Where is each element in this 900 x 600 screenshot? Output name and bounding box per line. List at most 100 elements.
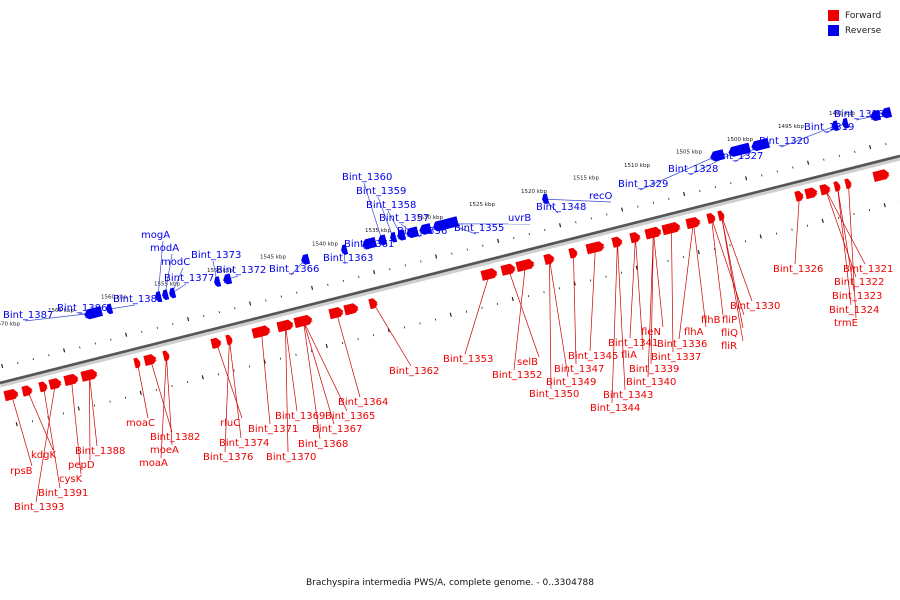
forward-gene-arrow xyxy=(804,187,818,200)
label-leader-line xyxy=(11,394,33,467)
gene-label: Bint_1362 xyxy=(389,366,439,377)
forward-gene-arrow xyxy=(500,263,516,276)
reverse-gene-arrow xyxy=(378,234,388,246)
scale-label: 1550 kbp xyxy=(207,268,233,274)
scale-tick xyxy=(249,301,252,306)
reverse-gene-arrow xyxy=(542,193,550,205)
reverse-gene-arrow xyxy=(436,216,459,231)
scale-tick xyxy=(683,191,686,197)
scale-label: 1490 kbp xyxy=(829,111,855,117)
scale-label: 1540 kbp xyxy=(312,242,338,248)
label-leader-line xyxy=(650,232,654,365)
label-leader-line xyxy=(164,253,173,296)
label-leader-line xyxy=(711,217,724,316)
gene-label: Bint_1358 xyxy=(366,200,416,211)
gene-label: uvrB xyxy=(508,213,531,224)
gene-label: Bint_1350 xyxy=(529,389,579,400)
gene-label: Bint_1356 xyxy=(397,226,447,237)
gene-label: fliR xyxy=(721,341,737,352)
scale-tick xyxy=(201,375,204,380)
reverse-gene-arrow xyxy=(751,137,770,151)
label-leader-line xyxy=(780,125,836,148)
reverse-gene-arrow xyxy=(842,117,850,129)
scale-tick xyxy=(139,390,142,395)
scale-tick xyxy=(497,238,500,243)
scale-tick xyxy=(387,328,390,333)
scale-ticks xyxy=(1,143,900,427)
gene-label: recO xyxy=(589,191,613,202)
label-leader-line xyxy=(216,342,243,419)
gene-label: Bint_1388 xyxy=(75,446,125,457)
gene-label: moeA xyxy=(150,445,179,456)
gene-label: Bint_1357 xyxy=(379,213,429,224)
gene-arrows xyxy=(3,107,893,402)
gene-label: Bint_1393 xyxy=(14,502,64,513)
reverse-gene-arrow xyxy=(84,306,103,320)
gene-label: Bint_1340 xyxy=(626,377,676,388)
label-leader-line xyxy=(837,186,855,292)
forward-gene-arrow xyxy=(133,357,141,369)
label-leader-line xyxy=(653,232,664,328)
gene-label: Bint_1377 xyxy=(164,273,214,284)
gene-label: Bint_1370 xyxy=(266,452,316,463)
gene-label: Bint_1366 xyxy=(269,264,319,275)
scale-label: 1570 kbp xyxy=(0,322,20,328)
gene-label: Bint_1323 xyxy=(832,291,882,302)
gene-label: selB xyxy=(517,357,538,368)
gene-label: Bint_1345 xyxy=(568,351,618,362)
gene-label: Bint_1320 xyxy=(759,136,809,147)
reverse-gene-arrow xyxy=(419,223,433,235)
label-leader-line xyxy=(27,390,54,451)
reverse-gene-arrow xyxy=(301,253,311,265)
label-leader-line xyxy=(721,215,753,302)
gene-label: Bint_1339 xyxy=(629,364,679,375)
forward-gene-arrow xyxy=(629,232,641,244)
scale-label: 1535 kbp xyxy=(365,228,391,234)
forward-gene-arrow xyxy=(706,212,716,224)
reverse-gene-arrow xyxy=(169,287,177,299)
scale-label: 1520 kbp xyxy=(521,189,547,195)
label-leader-line xyxy=(363,182,383,241)
gene-labels: Bint_1387Bint_1386Bint_1381mogAmodAmodCB… xyxy=(3,109,893,513)
gene-label: Bint_1374 xyxy=(219,438,269,449)
gene-label: flhA xyxy=(684,327,704,338)
label-leader-line xyxy=(794,195,800,265)
forward-gene-arrow xyxy=(80,369,98,382)
forward-gene-arrow xyxy=(21,385,33,397)
gene-label: Bint_1372 xyxy=(216,265,266,276)
label-leader-line xyxy=(43,386,61,489)
label-leader-line xyxy=(721,215,744,342)
label-leader-line xyxy=(549,258,569,378)
scale-tick xyxy=(621,207,624,212)
label-leader-line xyxy=(336,312,361,398)
label-leader-line xyxy=(549,258,552,390)
label-leader-line xyxy=(166,355,173,446)
gene-label: Bint_1373 xyxy=(191,250,241,261)
reverse-gene-arrow xyxy=(162,289,170,300)
gene-label: Bint_1368 xyxy=(298,439,348,450)
label-leader-line xyxy=(24,312,94,322)
forward-gene-arrow xyxy=(611,236,623,248)
gene-label: pepD xyxy=(68,460,95,471)
reverse-swatch xyxy=(828,25,839,36)
gene-label: Bint_1341 xyxy=(608,338,658,349)
scale-tick xyxy=(807,160,810,165)
forward-swatch xyxy=(828,10,839,21)
gene-label: Bint_1363 xyxy=(323,253,373,264)
scale-tick xyxy=(869,144,872,150)
scale-tick xyxy=(559,223,562,228)
reverse-gene-arrow xyxy=(710,149,726,162)
gene-label: Bint_1381 xyxy=(113,294,163,305)
gene-label: Bint_1365 xyxy=(325,411,375,422)
gene-label: Bint_1376 xyxy=(203,452,253,463)
forward-gene-arrow xyxy=(685,216,701,230)
scale-tick xyxy=(77,406,80,411)
label-leader-line xyxy=(639,155,718,191)
scale-tick xyxy=(821,218,824,223)
label-leader-line xyxy=(693,222,707,328)
label-leader-line xyxy=(160,355,167,459)
reverse-gene-arrow xyxy=(390,231,398,243)
scale-tick xyxy=(883,203,886,208)
gene-label: Bint_1386 xyxy=(57,303,107,314)
